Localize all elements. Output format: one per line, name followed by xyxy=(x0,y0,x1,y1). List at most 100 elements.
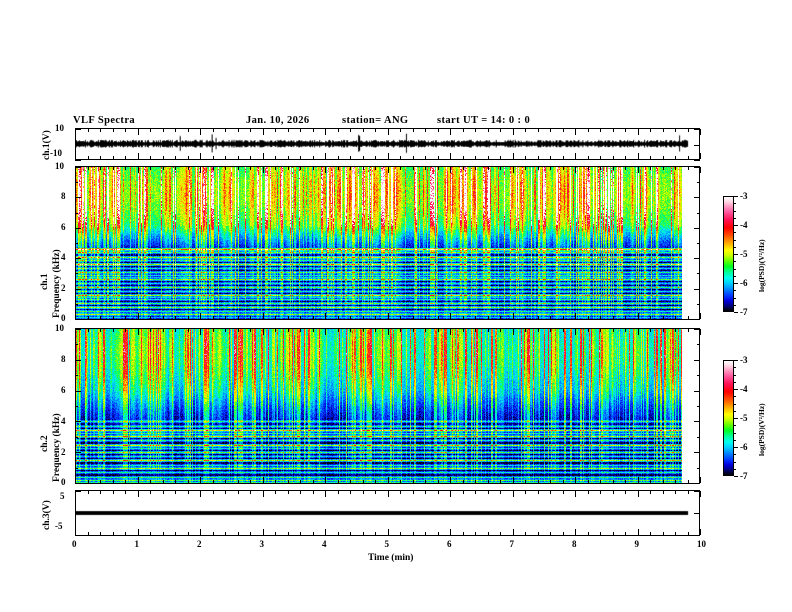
axis-tick xyxy=(612,156,614,159)
axis-tick xyxy=(162,329,164,332)
axis-tick xyxy=(300,329,301,332)
x-axis-tick-label: 8 xyxy=(572,539,577,549)
axis-tick xyxy=(387,167,389,173)
axis-tick xyxy=(175,167,176,170)
axis-tick xyxy=(700,491,701,497)
ch1-freq-tick-8: 8 xyxy=(61,191,66,201)
axis-tick xyxy=(212,167,214,170)
axis-tick xyxy=(694,144,700,146)
axis-tick xyxy=(650,480,651,483)
axis-tick xyxy=(225,129,226,132)
axis-tick xyxy=(525,532,526,535)
x-axis-tick-label: 4 xyxy=(322,539,327,549)
axis-tick xyxy=(375,129,376,132)
axis-tick xyxy=(75,227,81,229)
axis-tick xyxy=(362,316,364,319)
axis-tick xyxy=(275,532,276,535)
colorbar-tick xyxy=(734,283,738,284)
axis-tick xyxy=(212,491,214,494)
axis-tick xyxy=(637,313,639,319)
axis-tick xyxy=(587,167,589,170)
axis-tick xyxy=(694,197,700,199)
axis-tick xyxy=(362,167,364,170)
axis-tick xyxy=(162,156,164,159)
axis-tick xyxy=(462,532,464,535)
axis-tick xyxy=(75,375,78,377)
axis-tick xyxy=(487,167,489,170)
axis-tick xyxy=(237,316,239,319)
axis-tick xyxy=(575,313,576,319)
colorbar-minor-tick xyxy=(734,389,736,390)
axis-tick xyxy=(387,153,389,159)
axis-tick xyxy=(187,491,189,494)
axis-tick xyxy=(87,480,89,483)
axis-tick xyxy=(437,480,439,483)
axis-tick xyxy=(694,421,700,423)
axis-tick xyxy=(475,329,476,332)
axis-tick xyxy=(662,316,664,319)
axis-tick xyxy=(450,167,451,173)
axis-tick xyxy=(362,156,364,159)
axis-tick xyxy=(75,153,76,159)
axis-tick xyxy=(387,129,389,135)
axis-tick xyxy=(687,129,689,132)
axis-tick xyxy=(137,167,139,173)
axis-tick xyxy=(550,329,551,332)
axis-tick xyxy=(262,491,264,497)
axis-tick xyxy=(212,316,214,319)
axis-tick xyxy=(462,156,464,159)
axis-tick xyxy=(275,316,276,319)
axis-tick xyxy=(475,129,476,132)
axis-tick xyxy=(437,532,439,535)
axis-tick xyxy=(537,129,539,132)
axis-tick xyxy=(437,156,439,159)
axis-tick xyxy=(312,129,314,132)
colorbar-ch1 xyxy=(723,196,734,312)
axis-tick xyxy=(650,329,651,332)
axis-tick xyxy=(625,329,626,332)
axis-tick xyxy=(675,491,676,494)
ch2-freq-tick-0: 0 xyxy=(61,477,66,487)
ch3-voltage-axis-label: ch.3(V) xyxy=(42,500,52,530)
axis-tick xyxy=(600,480,601,483)
axis-tick xyxy=(350,129,351,132)
axis-tick xyxy=(687,491,689,494)
colorbar-tick xyxy=(734,312,738,313)
axis-tick xyxy=(637,153,639,159)
axis-tick xyxy=(425,167,426,170)
axis-tick xyxy=(700,329,701,335)
axis-tick xyxy=(500,480,501,483)
ch3-voltage-trace xyxy=(76,491,699,535)
axis-tick xyxy=(694,535,700,536)
colorbar-tick-label: -4 xyxy=(740,220,748,230)
axis-tick xyxy=(337,329,339,332)
axis-tick xyxy=(694,288,700,290)
axis-tick xyxy=(137,313,139,319)
axis-tick xyxy=(697,273,700,275)
axis-tick xyxy=(237,167,239,170)
axis-tick xyxy=(300,156,301,159)
axis-tick xyxy=(694,452,700,454)
axis-tick xyxy=(662,156,664,159)
axis-tick xyxy=(87,316,89,319)
axis-tick xyxy=(112,129,114,132)
axis-tick xyxy=(487,532,489,535)
axis-tick xyxy=(87,329,89,332)
axis-tick xyxy=(697,303,700,305)
axis-tick xyxy=(662,129,664,132)
axis-tick xyxy=(687,480,689,483)
axis-tick xyxy=(537,532,539,535)
axis-tick xyxy=(100,532,101,535)
axis-tick xyxy=(312,532,314,535)
axis-tick xyxy=(694,491,700,492)
colorbar-minor-tick xyxy=(734,217,736,219)
axis-tick xyxy=(662,491,664,494)
axis-tick xyxy=(150,129,151,132)
colorbar-minor-tick xyxy=(734,297,736,299)
axis-tick xyxy=(225,156,226,159)
axis-tick xyxy=(75,329,76,335)
axis-tick xyxy=(375,329,376,332)
axis-tick xyxy=(487,491,489,494)
axis-tick xyxy=(112,480,114,483)
x-axis-tick-label: 7 xyxy=(509,539,515,549)
